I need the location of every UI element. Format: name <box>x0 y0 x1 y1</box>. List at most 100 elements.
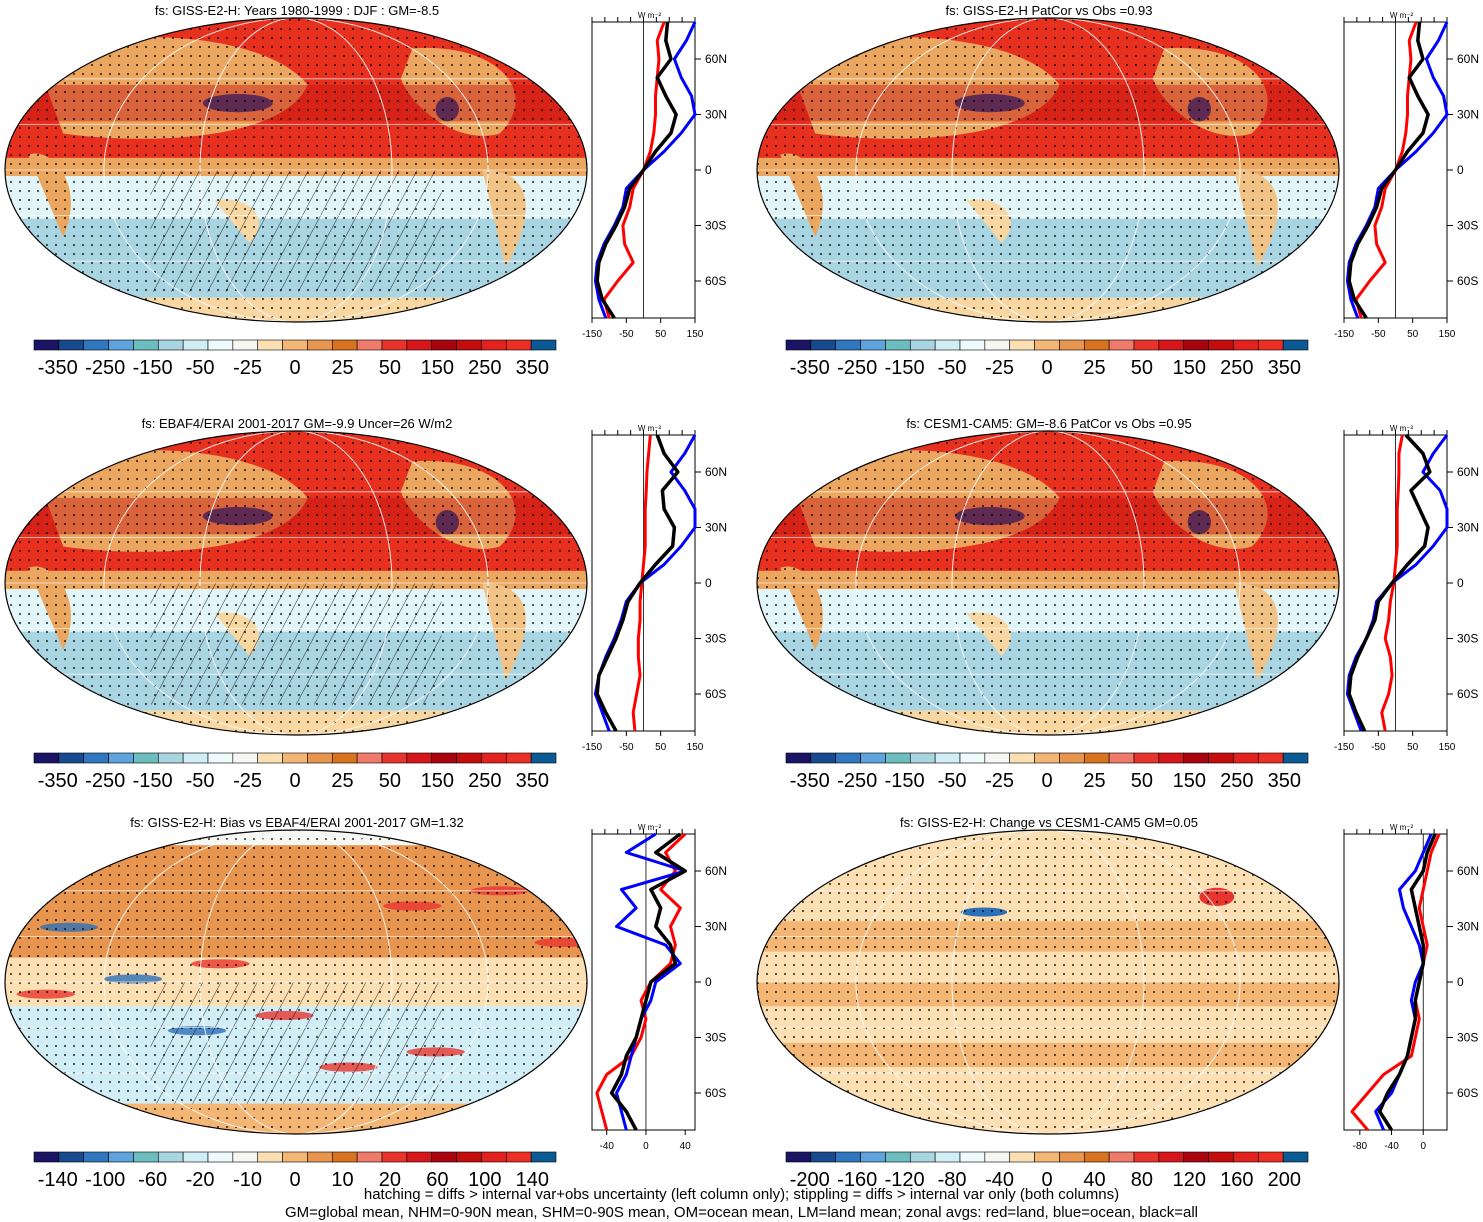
colorbar-tick-label: -50 <box>186 770 215 792</box>
zonal-units-label: W m⁻² <box>638 424 662 433</box>
colorbar-swatch <box>58 1151 85 1163</box>
zonal-x-tick-label: 150 <box>687 329 704 340</box>
caption-hatching-note: hatching = diffs > internal var+obs unce… <box>363 1186 1120 1203</box>
colorbar-tick-label: 50 <box>379 770 401 792</box>
zonal-series-all <box>595 434 680 732</box>
colorbar-tick-label: 0 <box>289 1169 300 1191</box>
colorbar-swatch <box>1233 1151 1259 1163</box>
zonal-units-label: W m⁻² <box>638 823 662 832</box>
colorbar-tick-label: -120 <box>885 1169 925 1191</box>
colorbar-swatch <box>835 339 861 351</box>
colorbar-tick-label: -250 <box>837 357 877 379</box>
zonal-x-tick-label: -150 <box>582 742 602 753</box>
colorbar-swatch <box>860 339 886 351</box>
zonal-lat-label: 60S <box>705 1086 726 1100</box>
colorbar-swatch <box>381 1151 408 1163</box>
colorbar-swatch <box>83 752 109 764</box>
zonal-x-tick-label: 0 <box>1420 1141 1426 1152</box>
colorbar-swatch <box>1133 1151 1160 1163</box>
colorbar-swatch <box>934 752 961 764</box>
colorbar-tick-label: 50 <box>379 357 401 379</box>
colorbar-swatch <box>1059 1151 1085 1163</box>
zonal-lat-label: 0 <box>1457 163 1464 177</box>
zonal-x-tick-label: -40 <box>599 1141 614 1152</box>
zonal-lat-label: 60S <box>1457 1086 1478 1100</box>
colorbar-swatch <box>481 1151 507 1163</box>
colorbar-tick-label: -150 <box>885 357 925 379</box>
colorbar-swatch <box>431 339 457 351</box>
colorbar-tick-label: -50 <box>186 357 215 379</box>
colorbar-swatch <box>307 1151 333 1163</box>
colorbar-swatch <box>456 1151 482 1163</box>
colorbar-tick-label: 350 <box>1268 770 1301 792</box>
panel-3: fs: EBAF4/ERAI 2001-2017 GM=-9.9 Uncer=2… <box>4 416 727 792</box>
colorbar-swatch <box>1158 752 1185 764</box>
colorbar-swatch <box>1133 339 1160 351</box>
colorbar-swatch <box>1083 339 1110 351</box>
colorbar-tick-label: 25 <box>331 357 353 379</box>
map-outline <box>4 829 588 1135</box>
colorbar-swatch <box>431 752 457 764</box>
colorbar-swatch <box>1208 752 1234 764</box>
zonal-x-tick-label: -150 <box>582 329 602 340</box>
colorbar-swatch <box>232 752 259 764</box>
colorbar-tick-label: 350 <box>1268 357 1301 379</box>
colorbar-tick-label: 250 <box>1220 770 1253 792</box>
colorbar-tick-label: -10 <box>233 1169 262 1191</box>
colorbar-swatch <box>530 1151 557 1163</box>
colorbar-swatch <box>1034 1151 1060 1163</box>
colorbar-tick-label: -350 <box>790 357 830 379</box>
colorbar-tick-label: 80 <box>1131 1169 1153 1191</box>
colorbar-swatch <box>108 752 134 764</box>
colorbar-swatch <box>1282 339 1309 351</box>
map-outline <box>756 829 1340 1135</box>
colorbar-swatch <box>959 339 986 351</box>
colorbar-tick-label: 0 <box>1041 770 1052 792</box>
colorbar-swatch <box>381 339 408 351</box>
colorbar-swatch <box>1034 339 1060 351</box>
zonal-lat-label: 30S <box>1457 1031 1478 1045</box>
colorbar-swatch <box>785 752 812 764</box>
colorbar-swatch <box>58 339 85 351</box>
colorbar-swatch <box>1208 339 1234 351</box>
zonal-x-tick-label: -50 <box>619 329 634 340</box>
colorbar-tick-label: -25 <box>985 357 1014 379</box>
colorbar-tick-label: 250 <box>1220 357 1253 379</box>
map-body <box>757 431 1339 735</box>
colorbar-tick-label: -150 <box>885 770 925 792</box>
colorbar-swatch <box>860 1151 886 1163</box>
zonal-lat-label: 60N <box>1457 465 1479 479</box>
graticule-meridian <box>951 18 1145 322</box>
colorbar-swatch <box>984 339 1011 351</box>
graticule-meridian <box>855 431 1241 735</box>
map-body <box>757 830 1339 1134</box>
map-outline <box>756 17 1340 323</box>
zonal-units-label: W m⁻² <box>1390 424 1414 433</box>
colorbar-swatch <box>860 752 886 764</box>
colorbar-swatch <box>1183 339 1209 351</box>
colorbar-swatch <box>207 1151 234 1163</box>
colorbar-swatch <box>282 1151 308 1163</box>
zonal-lat-label: 30S <box>1457 219 1478 233</box>
colorbar-swatch <box>1233 752 1259 764</box>
colorbar-swatch <box>885 752 911 764</box>
colorbar-tick-label: 50 <box>1131 357 1153 379</box>
colorbar-swatch <box>83 339 109 351</box>
colorbar-swatch <box>810 1151 837 1163</box>
zonal-series-ocean <box>615 832 687 1131</box>
zonal-lat-label: 60S <box>705 274 726 288</box>
hatch-overlay <box>150 982 442 1104</box>
colorbar-swatch <box>133 339 159 351</box>
colorbar-swatch <box>1083 1151 1110 1163</box>
colorbar-swatch <box>909 339 936 351</box>
zonal-x-tick-label: -40 <box>1384 1141 1399 1152</box>
zonal-x-tick-label: 0 <box>643 1141 649 1152</box>
colorbar-tick-label: 10 <box>331 1169 353 1191</box>
colorbar-swatch <box>108 1151 134 1163</box>
colorbar-swatch <box>785 339 812 351</box>
hatch-overlay <box>150 170 442 292</box>
zonal-x-tick-label: 50 <box>655 329 667 340</box>
colorbar-swatch <box>1257 752 1284 764</box>
zonal-series-all <box>1347 433 1432 732</box>
